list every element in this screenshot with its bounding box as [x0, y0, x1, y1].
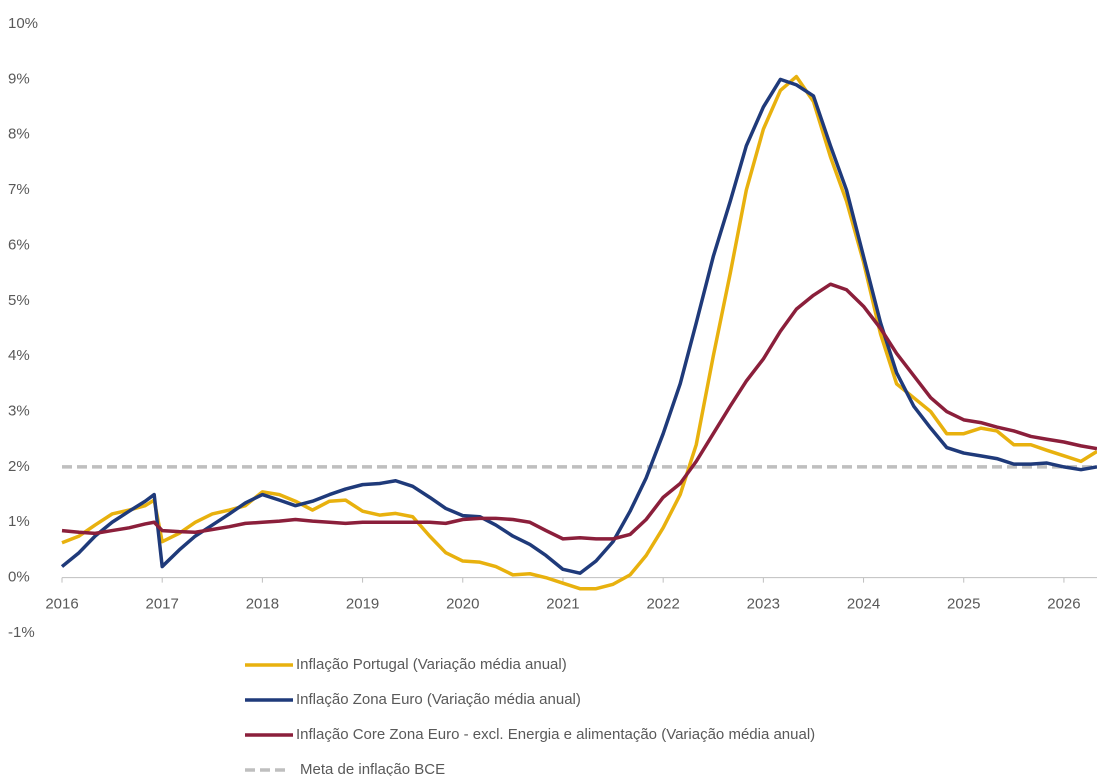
x-tick-label: 2023 — [747, 596, 780, 613]
y-tick-label: 0% — [8, 569, 30, 586]
y-tick-label: 10% — [8, 15, 38, 32]
x-tick-label: 2024 — [847, 596, 880, 613]
series-line — [61, 74, 1097, 591]
x-tick-label: 2025 — [947, 596, 980, 613]
y-tick-label: 3% — [8, 403, 30, 420]
x-tick-label: 2016 — [45, 596, 78, 613]
y-tick-label: 1% — [8, 513, 30, 530]
series-line — [61, 282, 1097, 541]
y-tick-label: -1% — [8, 624, 35, 641]
x-tick-label: 2020 — [446, 596, 479, 613]
y-tick-label: 4% — [8, 347, 30, 364]
x-tick-label: 2026 — [1047, 596, 1080, 613]
y-tick-label: 5% — [8, 292, 30, 309]
x-tick-label: 2021 — [546, 596, 579, 613]
x-tick-label: 2019 — [346, 596, 379, 613]
series-line — [60, 77, 1097, 575]
y-tick-label: 9% — [8, 70, 30, 87]
legend-label: Inflação Zona Euro (Variação média anual… — [296, 691, 581, 708]
y-tick-label: 6% — [8, 236, 30, 253]
y-tick-label: 7% — [8, 181, 30, 198]
y-tick-label: 2% — [8, 458, 30, 475]
legend-label: Meta de inflação BCE — [300, 761, 445, 776]
legend-label: Inflação Core Zona Euro - excl. Energia … — [296, 726, 815, 743]
x-tick-label: 2022 — [646, 596, 679, 613]
y-tick-label: 8% — [8, 126, 30, 143]
x-tick-label: 2018 — [246, 596, 279, 613]
x-tick-label: 2017 — [146, 596, 179, 613]
legend-label: Inflação Portugal (Variação média anual) — [296, 656, 567, 673]
